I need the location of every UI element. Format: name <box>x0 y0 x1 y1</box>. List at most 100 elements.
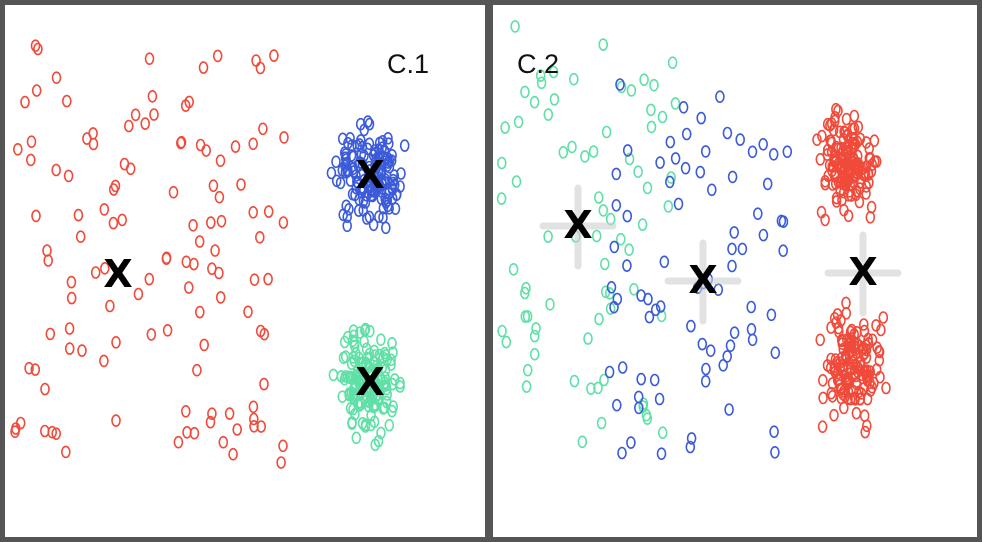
green-point <box>363 383 374 397</box>
red-point <box>249 419 259 433</box>
green-point <box>629 282 639 296</box>
red-point <box>854 182 865 195</box>
blue-point <box>395 180 405 193</box>
blue-point <box>665 135 676 149</box>
red-point <box>188 219 198 232</box>
blue-point <box>633 390 644 404</box>
blue-point <box>705 344 716 358</box>
blue-point <box>341 199 352 213</box>
red-point <box>278 216 289 229</box>
green-point <box>536 76 547 90</box>
red-point <box>162 323 173 337</box>
blue-point <box>686 432 697 445</box>
blue-point <box>697 337 708 351</box>
red-point <box>146 328 157 341</box>
green-point <box>497 324 507 338</box>
red-point <box>865 376 875 390</box>
blue-point <box>326 166 337 180</box>
centroid-marker: X <box>688 258 717 302</box>
red-point <box>168 185 179 199</box>
green-point <box>508 262 519 276</box>
red-point <box>858 318 869 331</box>
blue-point <box>686 319 696 333</box>
blue-point <box>770 445 780 459</box>
red-point <box>248 206 258 219</box>
red-point <box>863 167 874 180</box>
blue-point <box>655 156 665 169</box>
red-point <box>161 251 172 265</box>
panel-c1: X X X C.1 <box>0 0 490 542</box>
red-point <box>236 178 246 191</box>
green-point <box>370 389 381 403</box>
red-point <box>865 384 876 397</box>
red-point <box>874 353 885 367</box>
red-point <box>854 339 865 353</box>
blue-point <box>356 147 367 161</box>
red-point <box>846 323 857 337</box>
blue-point <box>347 187 358 201</box>
red-point <box>843 209 854 223</box>
red-point <box>861 419 872 433</box>
green-point <box>598 204 609 217</box>
red-point <box>843 147 854 161</box>
blue-point <box>725 339 736 353</box>
red-point <box>149 108 159 121</box>
red-point <box>30 363 41 376</box>
red-point <box>818 391 828 405</box>
green-point <box>395 376 405 390</box>
green-point <box>596 416 607 430</box>
red-point <box>119 157 130 171</box>
red-point <box>182 425 192 439</box>
green-point <box>543 230 553 243</box>
blue-point <box>735 133 745 146</box>
red-point <box>861 351 872 364</box>
green-point <box>600 257 610 271</box>
green-point <box>340 370 351 383</box>
red-point <box>822 143 833 157</box>
blue-point <box>368 218 379 232</box>
red-point <box>60 445 71 459</box>
red-point <box>838 185 849 199</box>
red-point <box>176 135 187 149</box>
blue-point <box>746 300 757 314</box>
red-point <box>832 308 843 321</box>
red-point <box>130 108 141 122</box>
green-point <box>633 165 643 178</box>
green-point <box>569 72 579 86</box>
red-point <box>198 61 209 74</box>
red-point <box>117 213 127 227</box>
blue-point <box>368 149 379 162</box>
blue-point <box>374 210 384 223</box>
red-point <box>852 149 863 163</box>
red-point <box>838 401 849 415</box>
red-point <box>25 153 36 167</box>
green-point <box>593 381 603 395</box>
blue-point <box>737 242 748 256</box>
blue-point <box>342 219 353 233</box>
red-point <box>20 95 30 109</box>
blue-point <box>680 161 691 175</box>
red-point <box>847 137 858 150</box>
red-point <box>263 205 274 218</box>
green-point <box>368 400 379 414</box>
red-point <box>144 52 155 66</box>
red-point <box>837 351 847 365</box>
green-point <box>543 108 554 121</box>
red-point <box>88 137 99 151</box>
green-point <box>591 229 602 243</box>
green-point <box>389 373 400 386</box>
red-point <box>214 266 224 280</box>
red-point <box>875 370 885 384</box>
red-point <box>820 213 830 227</box>
green-point <box>348 329 359 343</box>
red-point <box>15 416 26 430</box>
red-point <box>13 143 23 156</box>
green-point <box>513 115 524 129</box>
blue-point <box>766 308 777 322</box>
green-point <box>357 416 368 430</box>
red-point <box>205 415 216 429</box>
blue-point <box>615 78 625 91</box>
blue-point <box>380 221 391 235</box>
blue-point <box>345 132 355 145</box>
blue-point <box>729 226 739 239</box>
